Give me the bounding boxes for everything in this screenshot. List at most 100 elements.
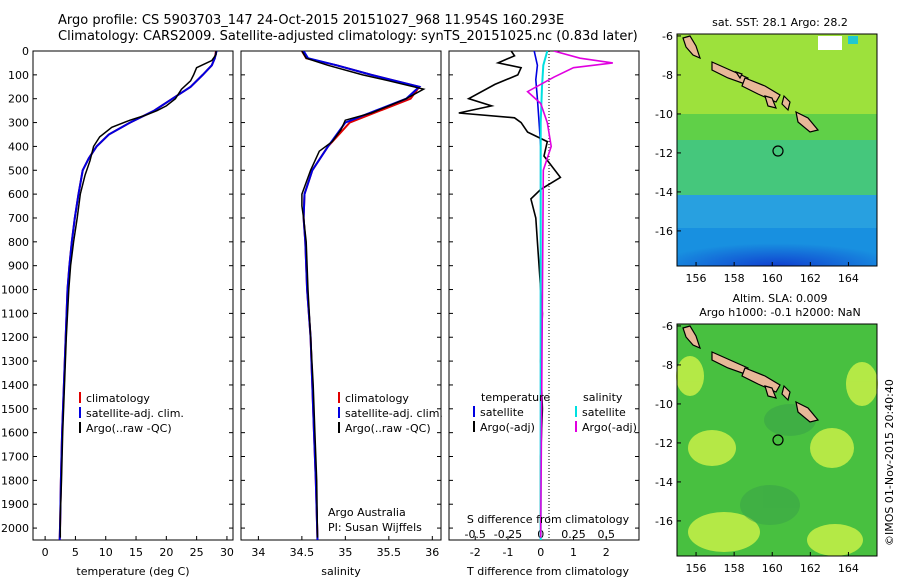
sla-high-patches — [676, 356, 878, 556]
depth-tick-label: 900 — [8, 260, 29, 273]
map-lat-label: -6 — [662, 320, 673, 333]
map-lat-label: -10 — [655, 398, 673, 411]
map-lon-label: 162 — [800, 562, 821, 575]
t-difference-tick-label: -2 — [470, 546, 481, 559]
depth-tick-label: 100 — [8, 69, 29, 82]
map-lat-label: -12 — [655, 147, 673, 160]
argo-location-marker — [772, 434, 784, 446]
depth-tick-label: 500 — [8, 164, 29, 177]
legend-label-s-satellite: satellite — [582, 406, 626, 419]
depth-tick-label: 1300 — [1, 355, 29, 368]
salinity-legend: climatology satellite-adj. clim. Argo(..… — [328, 392, 443, 534]
depth-tick-label: 1500 — [1, 403, 29, 416]
map-lon-label: 156 — [686, 562, 707, 575]
s-difference-tick-label: -0.5 — [464, 528, 485, 541]
temperature-legend: climatology satellite-adj. clim. Argo(..… — [79, 392, 184, 435]
depth-tick-label: 1800 — [1, 474, 29, 487]
series-line-climatology — [58, 51, 217, 540]
footer-copyright: ©IMOS 01-Nov-2015 20:40:40 — [883, 379, 896, 546]
legend-label-satellite: satellite-adj. clim. — [345, 407, 443, 420]
salinity-tick-label: 34 — [251, 546, 265, 559]
sla-map-title-1: Altim. SLA: 0.009 — [732, 292, 827, 305]
temperature-tick-label: 25 — [190, 546, 204, 559]
sst-map-frame — [676, 33, 878, 267]
depth-tick-label: 2000 — [1, 522, 29, 535]
difference-panel-frame — [448, 50, 640, 541]
legend-label-satellite: satellite-adj. clim. — [86, 407, 184, 420]
argo-location-marker — [772, 145, 784, 157]
series-line-salinity-argo-adj- — [526, 51, 613, 538]
depth-tick-label: 1100 — [1, 307, 29, 320]
map-lat-label: -16 — [655, 225, 673, 238]
temperature-panel-frame — [32, 50, 234, 541]
land-shapes — [682, 35, 820, 133]
temperature-tick-label: 15 — [129, 546, 143, 559]
temperature-tick-label: 0 — [42, 546, 49, 559]
temperature-tick-label: 20 — [159, 546, 173, 559]
salinity-tick-label: 35 — [338, 546, 352, 559]
map-lat-label: -16 — [655, 515, 673, 528]
map-lon-label: 160 — [762, 272, 783, 285]
legend-label-argo: Argo(..raw -QC) — [345, 422, 431, 435]
map-lat-label: -8 — [662, 69, 673, 82]
s-difference-axis-label: S difference from climatology — [467, 513, 630, 526]
map-lon-label: 162 — [800, 272, 821, 285]
sst-cold-band — [677, 228, 877, 266]
depth-tick-label: 1700 — [1, 451, 29, 464]
depth-tick-label: 800 — [8, 236, 29, 249]
depth-tick-label: 300 — [8, 117, 29, 130]
series-line-temperature-argo-adj- — [458, 51, 562, 538]
map-lat-label: -12 — [655, 437, 673, 450]
legend-label-t-argo: Argo(-adj) — [480, 421, 535, 434]
map-lon-label: 158 — [724, 562, 745, 575]
map-lon-label: 164 — [838, 562, 859, 575]
sla-map-frame — [676, 323, 878, 557]
sst-map — [676, 33, 878, 267]
salinity-panel-frame — [240, 50, 442, 541]
map-lat-label: -8 — [662, 359, 673, 372]
map-lon-label: 156 — [686, 272, 707, 285]
legend-label-climatology: climatology — [345, 392, 409, 405]
t-difference-tick-label: 2 — [603, 546, 610, 559]
map-lat-label: -10 — [655, 108, 673, 121]
sst-mid-band — [677, 140, 877, 200]
salinity-lines — [301, 51, 426, 540]
credit-line-1: Argo Australia — [328, 506, 406, 519]
series-line-satellite-adj-clim- — [58, 51, 218, 540]
temperature-tick-label: 10 — [99, 546, 113, 559]
sst-map-ticks: 156 158 160 162 164 -6 -8 -10 -12 -14 -16 — [655, 30, 859, 285]
temperature-tick-label: 5 — [72, 546, 79, 559]
salinity-tick-label: 36 — [425, 546, 439, 559]
depth-tick-label: 1200 — [1, 331, 29, 344]
map-lon-label: 164 — [838, 272, 859, 285]
t-difference-tick-label: -1 — [502, 546, 513, 559]
sla-map-ticks: 156 158 160 162 164 -6 -8 -10 -12 -14 -16 — [655, 320, 859, 575]
header-line-1: Argo profile: CS 5903703_147 24-Oct-2015… — [58, 13, 565, 28]
difference-lines — [458, 51, 613, 540]
legend-label-climatology: climatology — [86, 392, 150, 405]
depth-tick-label: 1000 — [1, 284, 29, 297]
sst-map-title: sat. SST: 28.1 Argo: 28.2 — [712, 16, 848, 29]
land-shapes — [682, 325, 820, 423]
temperature-tick-label: 30 — [220, 546, 234, 559]
map-lon-label: 160 — [762, 562, 783, 575]
series-line-argo-raw-qc- — [59, 51, 217, 538]
t-difference-axis-label: T difference from climatology — [466, 565, 629, 578]
legend-head-salinity: salinity — [583, 391, 623, 404]
depth-tick-label: 0 — [22, 45, 29, 58]
sst-missing-data-patch — [818, 36, 842, 50]
legend-label-t-satellite: satellite — [480, 406, 524, 419]
depth-tick-label: 1900 — [1, 498, 29, 511]
temperature-axis-label: temperature (deg C) — [76, 565, 189, 578]
depth-tick-label: 700 — [8, 212, 29, 225]
depth-tick-label: 1600 — [1, 427, 29, 440]
legend-head-temperature: temperature — [481, 391, 550, 404]
series-line-salinity-satellite — [539, 51, 549, 540]
sst-warm-band — [677, 34, 877, 114]
depth-tick-label: 400 — [8, 140, 29, 153]
t-difference-tick-label: 1 — [570, 546, 577, 559]
map-lat-label: -6 — [662, 30, 673, 43]
depth-tick-label: 600 — [8, 188, 29, 201]
legend-label-s-argo: Argo(-adj) — [582, 421, 637, 434]
